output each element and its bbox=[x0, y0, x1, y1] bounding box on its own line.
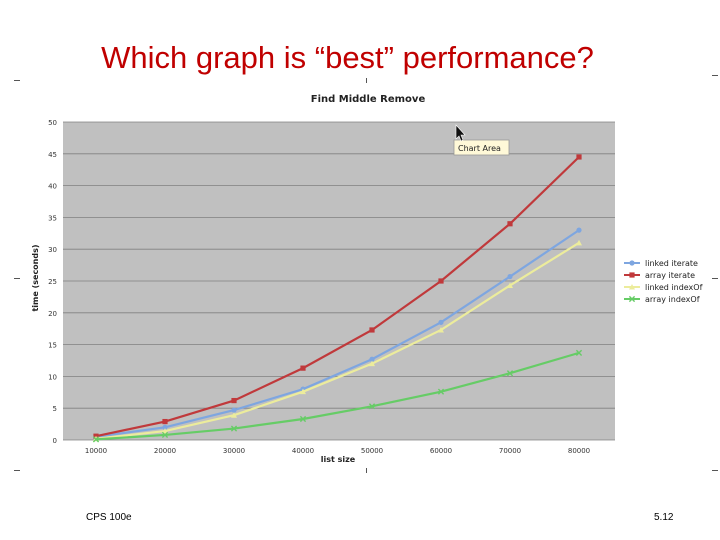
chart-title: Find Middle Remove bbox=[311, 94, 426, 105]
series-line bbox=[95, 351, 580, 441]
y-tick-label: 5 bbox=[53, 405, 57, 413]
slide-edge-mark bbox=[14, 278, 20, 279]
data-point bbox=[300, 388, 306, 395]
slide-edge-mark bbox=[14, 470, 20, 471]
x-tick-label: 80000 bbox=[568, 447, 590, 455]
series-line bbox=[95, 241, 580, 440]
x-tick-label: 50000 bbox=[361, 447, 383, 455]
data-point bbox=[369, 327, 375, 333]
data-point bbox=[629, 260, 635, 266]
y-tick-label: 20 bbox=[48, 310, 57, 318]
x-tick-label: 40000 bbox=[292, 447, 314, 455]
data-point bbox=[437, 388, 445, 395]
y-tick-label: 35 bbox=[48, 214, 57, 222]
y-tick-label: 50 bbox=[48, 119, 57, 127]
legend-label: array iterate bbox=[645, 271, 695, 280]
data-point bbox=[162, 418, 168, 425]
tooltip-box bbox=[453, 139, 510, 156]
y-tick-label: 30 bbox=[48, 246, 57, 254]
data-point bbox=[300, 365, 306, 371]
x-axis-label: list size bbox=[321, 455, 356, 464]
data-point bbox=[576, 227, 582, 233]
data-point bbox=[230, 425, 238, 432]
y-tick-label: 45 bbox=[48, 151, 57, 159]
slide-title: Which graph is “best” performance? bbox=[101, 40, 594, 75]
data-point bbox=[438, 326, 444, 333]
legend-item: linked iterate bbox=[624, 259, 698, 268]
legend-label: array indexOf bbox=[645, 295, 700, 304]
data-point bbox=[162, 424, 168, 430]
data-point bbox=[161, 431, 169, 439]
footer-slide-number: 5.12 bbox=[654, 512, 674, 523]
data-point bbox=[438, 319, 444, 325]
y-tick-label: 25 bbox=[48, 278, 57, 286]
slide-edge-mark bbox=[14, 80, 20, 81]
data-point bbox=[369, 356, 375, 362]
x-tick-label: 20000 bbox=[154, 447, 176, 455]
slide-edge-mark bbox=[712, 75, 718, 76]
y-tick-label: 40 bbox=[48, 183, 57, 191]
x-axis-ticks: 10000 20000 30000 40000 50000 60000 70000 80000 bbox=[85, 447, 590, 455]
data-point bbox=[576, 154, 582, 160]
tooltip: Chart Area bbox=[453, 139, 510, 156]
data-point bbox=[629, 284, 635, 290]
series-3 bbox=[92, 349, 583, 443]
legend-label: linked indexOf bbox=[645, 283, 703, 292]
mouse-cursor-icon bbox=[455, 124, 466, 142]
legend-item: array indexOf bbox=[624, 295, 700, 304]
y-tick-label: 0 bbox=[53, 437, 57, 445]
data-point bbox=[231, 397, 237, 404]
data-point bbox=[506, 370, 514, 377]
slide-edge-mark bbox=[712, 278, 718, 279]
legend-item: array iterate bbox=[624, 271, 695, 280]
x-tick-label: 60000 bbox=[430, 447, 452, 455]
line-chart: Find Middle Remove 05101520253035404550 … bbox=[31, 94, 703, 464]
slide-edge-mark bbox=[366, 468, 367, 473]
legend-item: linked indexOf bbox=[624, 283, 703, 292]
data-point bbox=[299, 415, 307, 423]
series-2 bbox=[93, 239, 582, 442]
y-tick-label: 10 bbox=[48, 373, 57, 381]
data-point bbox=[92, 436, 100, 443]
legend: linked iterate array iterate linked indexO… bbox=[624, 259, 703, 304]
data-point bbox=[162, 428, 168, 434]
data-point bbox=[231, 412, 237, 418]
slide-edge-mark bbox=[366, 78, 367, 83]
data-point bbox=[368, 403, 376, 410]
footer-course: CPS 100e bbox=[86, 512, 132, 523]
y-tick-label: 15 bbox=[48, 342, 57, 350]
data-point bbox=[576, 239, 582, 246]
chart-area: Find Middle Remove 0 5 10 15 20 25 30 35 40 45 50 … bbox=[18, 88, 720, 468]
data-point bbox=[369, 360, 375, 367]
data-point bbox=[507, 221, 513, 227]
series-line bbox=[95, 156, 580, 438]
y-axis-ticks: 0 5 10 15 20 25 30 35 40 45 50 bbox=[48, 119, 57, 445]
data-point bbox=[575, 349, 583, 356]
series-line bbox=[95, 229, 580, 438]
data-point bbox=[628, 295, 636, 303]
x-tick-label: 30000 bbox=[223, 447, 245, 455]
data-point bbox=[231, 407, 237, 413]
slide-edge-mark bbox=[712, 470, 718, 471]
legend-label: linked iterate bbox=[645, 259, 698, 268]
data-point bbox=[438, 278, 444, 284]
tooltip-text: Chart Area bbox=[458, 144, 501, 153]
data-point bbox=[507, 273, 513, 280]
x-tick-label: 70000 bbox=[499, 447, 521, 455]
data-point bbox=[507, 282, 513, 288]
series-lines bbox=[92, 154, 583, 443]
x-tick-label: 10000 bbox=[85, 447, 107, 455]
data-point bbox=[629, 272, 635, 278]
y-axis-label: time (seconds) bbox=[31, 244, 40, 311]
